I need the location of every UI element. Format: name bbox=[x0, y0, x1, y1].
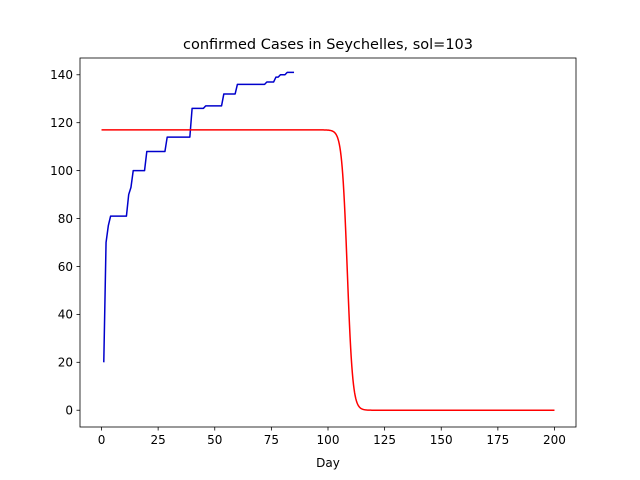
axes: 0 25 50 75 100 125 150 175 200 0 20 40 60 80 100 120 140 bbox=[50, 57, 577, 447]
x-tick-label: 175 bbox=[486, 433, 509, 447]
x-tick-label: 75 bbox=[264, 433, 279, 447]
chart-title: confirmed Cases in Seychelles, sol=103 bbox=[183, 37, 473, 53]
y-tick-label: 120 bbox=[50, 116, 73, 130]
axes-frame bbox=[79, 57, 577, 428]
x-tick-label: 25 bbox=[150, 433, 165, 447]
x-tick-label: 200 bbox=[543, 433, 566, 447]
plot-area bbox=[101, 71, 555, 411]
y-tick-label: 140 bbox=[50, 68, 73, 82]
y-tick-label: 0 bbox=[65, 404, 73, 418]
series-line-1 bbox=[101, 129, 555, 411]
x-tick-label: 125 bbox=[373, 433, 396, 447]
y-tick-label: 40 bbox=[58, 308, 73, 322]
x-tick-label: 100 bbox=[317, 433, 340, 447]
y-tick-label: 80 bbox=[58, 212, 73, 226]
y-tick-label: 60 bbox=[58, 260, 73, 274]
x-axis-label: Day bbox=[316, 456, 340, 470]
x-tick-label: 50 bbox=[207, 433, 222, 447]
x-tick-label: 150 bbox=[430, 433, 453, 447]
x-tick-label: 0 bbox=[98, 433, 106, 447]
y-tick-label: 100 bbox=[50, 164, 73, 178]
y-tick-label: 20 bbox=[58, 356, 73, 370]
series-line-0 bbox=[103, 71, 295, 363]
